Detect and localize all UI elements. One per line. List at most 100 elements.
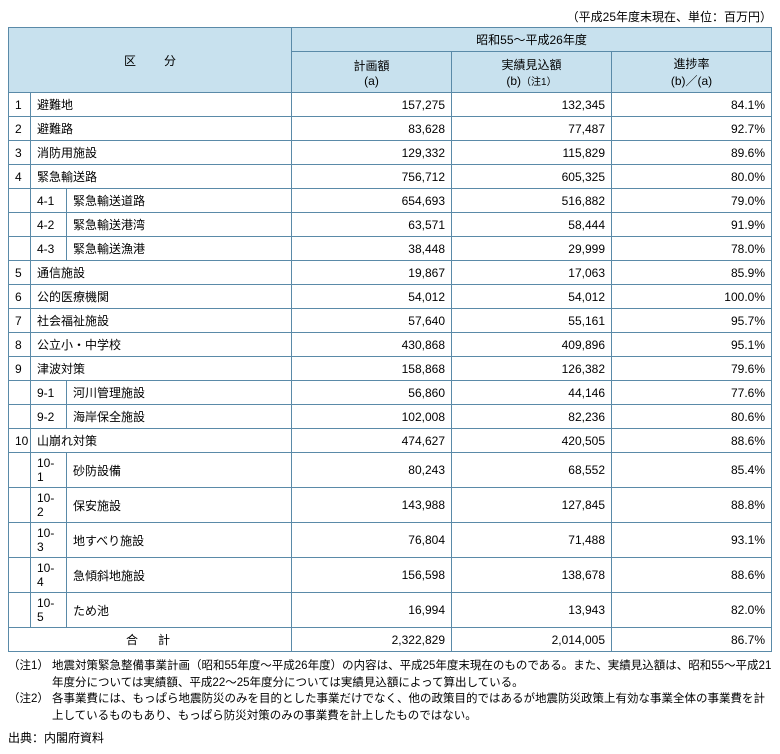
row-subindex: 4-3 [31, 237, 67, 261]
header-rate-l1: 進捗率 [673, 57, 709, 71]
row-subindex: 10-5 [31, 593, 67, 628]
header-rate-l2: (b)／(a) [671, 74, 712, 88]
header-actual-note: （注1） [521, 77, 557, 88]
cell-actual: 409,896 [452, 333, 612, 357]
total-label: 合計 [9, 628, 292, 652]
table-row: 4-1緊急輸送道路654,693516,88279.0% [9, 189, 772, 213]
table-row: 4-2緊急輸送港湾63,57158,44491.9% [9, 213, 772, 237]
row-indent [9, 189, 31, 213]
cell-rate: 93.1% [612, 523, 772, 558]
cell-actual: 420,505 [452, 429, 612, 453]
row-label: 通信施設 [31, 261, 292, 285]
row-subindex: 4-1 [31, 189, 67, 213]
row-index: 5 [9, 261, 31, 285]
cell-plan: 430,868 [292, 333, 452, 357]
cell-plan: 57,640 [292, 309, 452, 333]
header-plan: 計画額 (a) [292, 52, 452, 93]
cell-plan: 129,332 [292, 141, 452, 165]
cell-plan: 80,243 [292, 453, 452, 488]
cell-rate: 95.1% [612, 333, 772, 357]
cell-plan: 474,627 [292, 429, 452, 453]
table-row: 4-3緊急輸送漁港38,44829,99978.0% [9, 237, 772, 261]
row-label: 公立小・中学校 [31, 333, 292, 357]
row-indent [9, 593, 31, 628]
table-row: 3消防用施設129,332115,82989.6% [9, 141, 772, 165]
table-caption: （平成25年度末現在、単位：百万円） [8, 8, 772, 25]
cell-rate: 79.6% [612, 357, 772, 381]
cell-plan: 756,712 [292, 165, 452, 189]
table-row: 1避難地157,275132,34584.1% [9, 93, 772, 117]
cell-actual: 138,678 [452, 558, 612, 593]
cell-plan: 654,693 [292, 189, 452, 213]
table-row: 8公立小・中学校430,868409,89695.1% [9, 333, 772, 357]
row-label: 砂防設備 [67, 453, 292, 488]
data-table: 区分 昭和55～平成26年度 計画額 (a) 実績見込額 (b)（注1） 進捗率… [8, 27, 772, 652]
row-indent [9, 488, 31, 523]
row-label: 緊急輸送港湾 [67, 213, 292, 237]
cell-plan: 54,012 [292, 285, 452, 309]
total-rate: 86.7% [612, 628, 772, 652]
cell-rate: 89.6% [612, 141, 772, 165]
cell-rate: 80.0% [612, 165, 772, 189]
cell-actual: 516,882 [452, 189, 612, 213]
cell-actual: 127,845 [452, 488, 612, 523]
cell-rate: 77.6% [612, 381, 772, 405]
cell-actual: 126,382 [452, 357, 612, 381]
cell-plan: 157,275 [292, 93, 452, 117]
row-label: 消防用施設 [31, 141, 292, 165]
row-label: 津波対策 [31, 357, 292, 381]
row-subindex: 4-2 [31, 213, 67, 237]
note-2: （注2） 各事業費には、もっぱら地震防災のみを目的とした事業だけでなく、他の政策… [8, 691, 772, 724]
source-line: 出典：内閣府資料 [8, 729, 772, 746]
row-indent [9, 213, 31, 237]
cell-plan: 102,008 [292, 405, 452, 429]
total-actual: 2,014,005 [452, 628, 612, 652]
row-index: 10 [9, 429, 31, 453]
cell-plan: 16,994 [292, 593, 452, 628]
row-subindex: 9-2 [31, 405, 67, 429]
table-row: 7社会福祉施設57,64055,16195.7% [9, 309, 772, 333]
cell-rate: 85.4% [612, 453, 772, 488]
cell-plan: 158,868 [292, 357, 452, 381]
cell-actual: 71,488 [452, 523, 612, 558]
cell-plan: 156,598 [292, 558, 452, 593]
cell-rate: 88.6% [612, 429, 772, 453]
header-rate: 進捗率 (b)／(a) [612, 52, 772, 93]
row-label: 河川管理施設 [67, 381, 292, 405]
row-subindex: 10-2 [31, 488, 67, 523]
row-label: 避難地 [31, 93, 292, 117]
table-row: 5通信施設19,86717,06385.9% [9, 261, 772, 285]
row-index: 7 [9, 309, 31, 333]
row-subindex: 9-1 [31, 381, 67, 405]
table-row: 10-4急傾斜地施設156,598138,67888.6% [9, 558, 772, 593]
row-label: 海岸保全施設 [67, 405, 292, 429]
cell-actual: 17,063 [452, 261, 612, 285]
row-index: 4 [9, 165, 31, 189]
row-indent [9, 237, 31, 261]
table-row: 6公的医療機関54,01254,012100.0% [9, 285, 772, 309]
table-row-total: 合計2,322,8292,014,00586.7% [9, 628, 772, 652]
cell-plan: 83,628 [292, 117, 452, 141]
cell-rate: 100.0% [612, 285, 772, 309]
cell-plan: 38,448 [292, 237, 452, 261]
cell-plan: 56,860 [292, 381, 452, 405]
table-row: 2避難路83,62877,48792.7% [9, 117, 772, 141]
row-index: 9 [9, 357, 31, 381]
row-indent [9, 453, 31, 488]
cell-actual: 77,487 [452, 117, 612, 141]
row-label: 地すべり施設 [67, 523, 292, 558]
row-label: 緊急輸送漁港 [67, 237, 292, 261]
row-label: 公的医療機関 [31, 285, 292, 309]
row-label: 避難路 [31, 117, 292, 141]
table-row: 10-2保安施設143,988127,84588.8% [9, 488, 772, 523]
header-plan-l1: 計画額 [353, 59, 389, 73]
cell-rate: 84.1% [612, 93, 772, 117]
table-row: 4緊急輸送路756,712605,32580.0% [9, 165, 772, 189]
cell-actual: 82,236 [452, 405, 612, 429]
cell-actual: 55,161 [452, 309, 612, 333]
row-index: 3 [9, 141, 31, 165]
table-row: 9-1河川管理施設56,86044,14677.6% [9, 381, 772, 405]
cell-rate: 92.7% [612, 117, 772, 141]
table-row: 9-2海岸保全施設102,00882,23680.6% [9, 405, 772, 429]
header-category: 区分 [9, 28, 292, 93]
